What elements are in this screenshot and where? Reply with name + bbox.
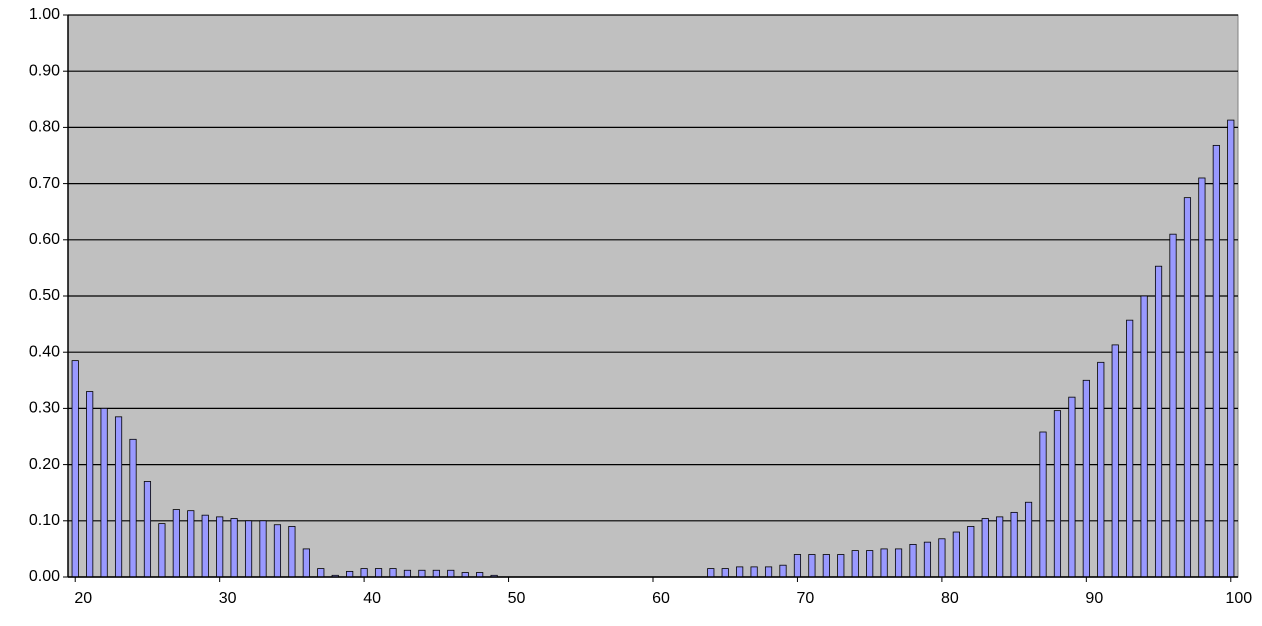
- bar: [100, 407, 108, 578]
- y-tick-label: 0.20: [29, 456, 60, 473]
- x-tick-label: 50: [508, 590, 526, 607]
- bar: [389, 568, 397, 578]
- bar: [432, 569, 440, 578]
- y-tick-label: 0.50: [29, 287, 60, 304]
- bar: [1198, 177, 1206, 578]
- bar: [996, 516, 1004, 578]
- bar: [201, 514, 209, 578]
- y-tick-label: 0.00: [29, 568, 60, 585]
- bar: [981, 518, 989, 578]
- bar: [273, 524, 282, 578]
- x-tick-label: 90: [1085, 590, 1103, 607]
- bar: [86, 391, 94, 578]
- bar: [764, 566, 773, 578]
- y-tick-label: 0.60: [29, 231, 60, 248]
- bar: [851, 550, 859, 578]
- bar: [1053, 410, 1062, 578]
- y-tick-label: 0.30: [29, 400, 60, 417]
- bar: [244, 520, 253, 578]
- bar: [1039, 431, 1047, 578]
- bar: [1111, 344, 1119, 578]
- bar: [447, 569, 455, 578]
- bar: [143, 481, 152, 578]
- bar: [1140, 295, 1148, 578]
- bar: [837, 554, 845, 578]
- x-tick-label: 20: [74, 590, 92, 607]
- y-tick-label: 0.40: [29, 343, 60, 360]
- bar: [216, 516, 224, 578]
- bar: [952, 531, 960, 578]
- bar: [158, 523, 166, 578]
- bar: [230, 518, 238, 578]
- bar: [71, 360, 79, 578]
- bar: [721, 568, 729, 578]
- bar: [288, 526, 296, 578]
- bar: [1010, 511, 1018, 578]
- bar: [172, 509, 180, 578]
- bar: [967, 526, 975, 578]
- bar: [822, 554, 830, 578]
- bar: [793, 554, 802, 578]
- bar: [187, 510, 195, 578]
- bar: [360, 568, 368, 578]
- bar: [403, 569, 412, 578]
- x-tick-label: 100: [1225, 590, 1252, 607]
- x-tick-label: 70: [797, 590, 815, 607]
- y-tick-label: 1.00: [29, 6, 60, 23]
- y-tick-label: 0.80: [29, 119, 60, 136]
- bar: [1212, 144, 1220, 578]
- bar: [866, 550, 874, 578]
- bar: [129, 438, 137, 578]
- bar: [894, 548, 903, 578]
- bar: [1169, 233, 1177, 578]
- bar: [1024, 501, 1033, 578]
- y-tick-label: 0.10: [29, 512, 60, 529]
- bar: [923, 541, 932, 578]
- bar: [736, 566, 744, 578]
- bar: [1227, 119, 1235, 578]
- x-tick-label: 40: [363, 590, 381, 607]
- bar: [880, 548, 888, 578]
- bar: [1082, 379, 1090, 578]
- bar: [938, 538, 946, 578]
- bar: [302, 548, 310, 578]
- bar: [374, 568, 383, 578]
- bar: [114, 416, 123, 578]
- bar: [909, 544, 917, 578]
- bar: [808, 554, 816, 578]
- bar: [1183, 197, 1192, 578]
- bar: [707, 568, 715, 578]
- bar: [779, 564, 787, 578]
- bar: [1154, 265, 1163, 578]
- bar: [1126, 319, 1134, 578]
- bar: [1097, 361, 1105, 578]
- bar: [1068, 396, 1076, 578]
- bar: [418, 569, 426, 578]
- bar: [317, 568, 325, 578]
- bar: [346, 570, 354, 578]
- x-tick-label: 60: [652, 590, 670, 607]
- x-tick-label: 30: [219, 590, 237, 607]
- y-tick-label: 0.90: [29, 62, 60, 79]
- bar: [750, 566, 758, 578]
- y-tick-label: 0.70: [29, 175, 60, 192]
- x-tick-label: 80: [941, 590, 959, 607]
- bar: [259, 520, 267, 578]
